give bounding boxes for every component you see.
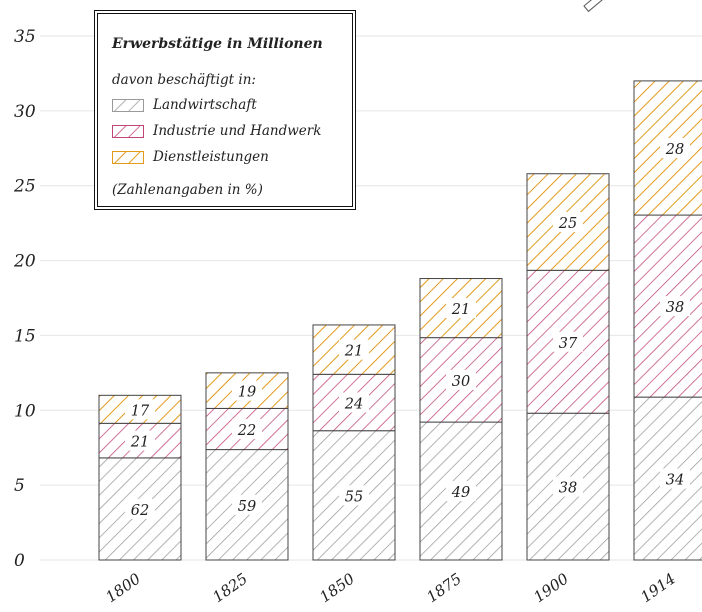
legend-item-dienstleistungen: Dienstleistungen [112,148,269,166]
y-tick-label: 5 [14,476,25,496]
x-axis: 1800 1825 1850 1875 1900 1914 [102,569,679,606]
chart-subtitle: davon beschäftigt in: [112,72,256,88]
data-label: 21 [451,302,470,318]
x-tick-label: 1900 [530,569,572,606]
y-axis: 0 5 10 15 20 25 30 35 [13,27,36,571]
x-tick-label: 1825 [209,570,251,607]
y-tick-label: 10 [14,401,36,421]
data-label: 59 [238,499,256,515]
data-label: 25 [558,216,577,232]
x-tick-label: 1914 [637,570,679,607]
x-tick-label: 1850 [316,569,358,606]
y-tick-label: 0 [14,551,25,571]
legend-label-landwirtschaft: Landwirtschaft [153,97,257,113]
data-label: 49 [451,485,470,501]
data-label-bg [125,498,155,519]
chart-title: Erwerbstätige in Millionen [112,36,323,52]
legend-swatch-industrie [112,124,144,138]
data-label-bg [446,369,476,390]
data-label-bg [660,468,690,489]
data-label: 17 [131,403,150,419]
data-label: 38 [559,481,577,497]
data-label: 34 [666,473,684,489]
legend-label-dienstleistungen: Dienstleistungen [153,149,269,165]
data-label-bg [553,212,583,233]
data-label-bg [339,485,369,506]
data-label: 55 [345,489,363,505]
bars: 62 21 17 59 22 19 55 24 21 49 30 21 38 37 25 34 38 28 [98,80,702,561]
y-tick-label: 30 [14,102,36,122]
data-label-bg [232,380,262,401]
data-label-bg [339,339,369,360]
y-tick-label: 35 [14,27,36,47]
data-label-bg [339,392,369,413]
legend-item-industrie: Industrie und Handwerk [112,122,321,140]
x-tick-label: 1875 [423,570,465,607]
data-label-bg [125,399,155,420]
data-label-bg [660,137,690,158]
data-label: 30 [452,374,470,390]
data-label-bg [553,476,583,497]
data-label-bg [125,430,155,451]
y-tick-label: 20 [13,252,36,272]
legend-label-industrie: Industrie und Handwerk [153,123,322,139]
data-label-bg [232,494,262,515]
data-label: 19 [238,385,256,401]
data-label: 21 [130,435,149,451]
legend-item-landwirtschaft: Landwirtschaft [112,96,257,114]
data-label: 38 [666,300,684,316]
data-label-bg [660,296,690,317]
data-label-bg [553,331,583,352]
data-label: 24 [344,397,363,413]
chart-note: (Zahlenangaben in %) [112,182,263,198]
data-label-bg [232,419,262,439]
legend-swatch-dienstleistungen [112,150,144,164]
y-tick-label: 15 [14,326,36,346]
data-label: 37 [559,336,578,352]
data-label-bg [446,298,476,319]
data-label: 28 [665,142,684,158]
pencil-icon [583,0,607,13]
data-label-bg [446,481,476,502]
x-tick-label: 1800 [102,569,144,606]
y-tick-label: 25 [13,177,36,197]
data-label: 62 [131,503,149,519]
legend-swatch-landwirtschaft [112,98,144,112]
data-label: 22 [237,423,256,439]
data-label: 21 [344,344,363,360]
legend: Erwerbstätige in Millionen davon beschäf… [94,10,356,210]
